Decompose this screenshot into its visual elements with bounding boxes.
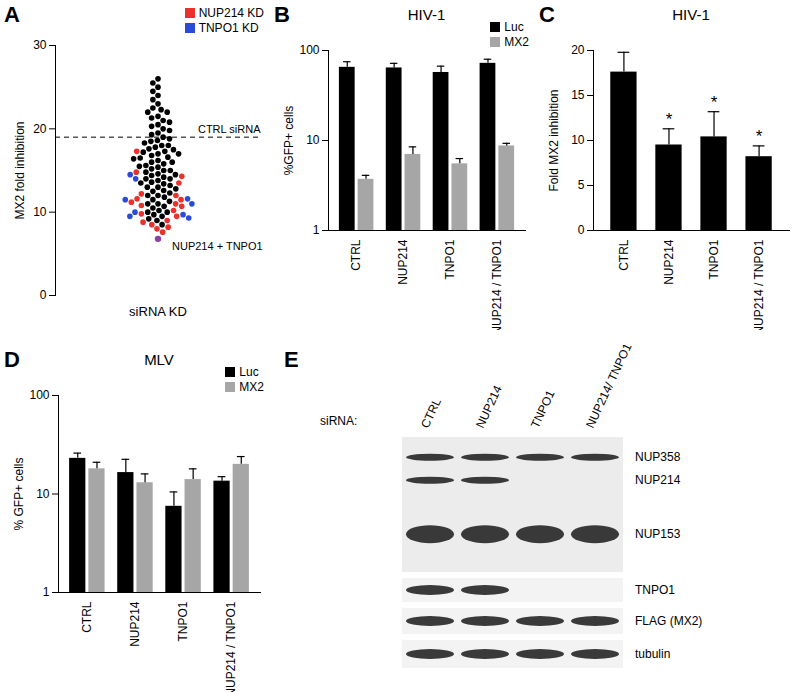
svg-text:TNPO1: TNPO1 (443, 239, 457, 279)
html-text:D: D (4, 347, 20, 372)
svg-text:NUP358: NUP358 (635, 450, 681, 464)
svg-text:10: 10 (571, 133, 585, 147)
html-text:HIV-1: HIV-1 (672, 6, 710, 23)
svg-text:NUP214 / TNPO1: NUP214 / TNPO1 (224, 601, 238, 692)
svg-text:10: 10 (306, 133, 320, 147)
svg-text:CTRL: CTRL (418, 396, 444, 431)
svg-text:%GFP+ cells: %GFP+ cells (282, 106, 296, 176)
svg-text:tubulin: tubulin (635, 647, 670, 661)
svg-text:NUP214: NUP214 (635, 473, 681, 487)
html-text:C: C (539, 2, 555, 27)
html-text:TNPO1 KD: TNPO1 KD (198, 21, 259, 35)
svg-text:1: 1 (43, 585, 50, 599)
svg-text:5: 5 (578, 178, 585, 192)
svg-text:20: 20 (571, 43, 585, 57)
html-text:MLV: MLV (144, 351, 174, 368)
html-text:MX2: MX2 (239, 380, 264, 394)
svg-text:NUP214 / TNPO1: NUP214 / TNPO1 (752, 239, 766, 330)
svg-text:CTRL: CTRL (349, 239, 363, 271)
svg-text:NUP214: NUP214 (128, 601, 142, 647)
svg-text:Fold MX2 inhibition: Fold MX2 inhibition (547, 89, 561, 191)
svg-text:NUP214 / TNPO1: NUP214 / TNPO1 (490, 239, 504, 330)
svg-text:TNPO1: TNPO1 (635, 583, 675, 597)
html-text:NUP214 KD: NUP214 KD (198, 6, 264, 20)
svg-text:NUP214 + TNPO1: NUP214 + TNPO1 (172, 240, 263, 252)
svg-text:CTRL siRNA: CTRL siRNA (198, 123, 261, 135)
svg-text:100: 100 (299, 43, 319, 57)
svg-text:siRNA:: siRNA: (320, 414, 357, 428)
svg-text:*: * (756, 127, 763, 146)
svg-text:NUP214: NUP214 (473, 383, 505, 430)
svg-text:0: 0 (40, 288, 47, 302)
svg-text:*: * (666, 110, 673, 129)
html-text:B: B (274, 2, 290, 27)
html-text:HIV-1: HIV-1 (407, 6, 446, 23)
svg-text:% GFP+ cells: % GFP+ cells (12, 457, 26, 530)
svg-text:CTRL: CTRL (80, 601, 94, 633)
svg-text:NUP214/ TNPO1: NUP214/ TNPO1 (583, 345, 635, 430)
svg-text:0: 0 (578, 223, 585, 237)
html-text:MX2: MX2 (504, 35, 529, 49)
svg-text:30: 30 (33, 38, 47, 52)
svg-text:15: 15 (571, 88, 585, 102)
svg-text:MX2 fold inhibition: MX2 fold inhibition (13, 121, 27, 219)
svg-text:TNPO1: TNPO1 (176, 601, 190, 641)
svg-text:NUP153: NUP153 (635, 527, 681, 541)
svg-text:TNPO1: TNPO1 (707, 239, 721, 279)
svg-text:TNPO1: TNPO1 (528, 388, 558, 430)
svg-text:NUP214: NUP214 (662, 239, 676, 285)
svg-text:20: 20 (33, 122, 47, 136)
html-text:A: A (4, 2, 20, 27)
svg-text:CTRL: CTRL (617, 239, 631, 271)
svg-text:siRNA KD: siRNA KD (129, 304, 187, 319)
svg-text:1: 1 (313, 223, 320, 237)
svg-text:FLAG (MX2): FLAG (MX2) (635, 614, 702, 628)
svg-text:10: 10 (36, 487, 50, 501)
svg-text:*: * (711, 93, 718, 112)
svg-text:10: 10 (33, 205, 47, 219)
html-text:E: E (284, 347, 299, 372)
html-text:Luc: Luc (504, 20, 524, 34)
svg-text:100: 100 (29, 388, 49, 402)
svg-text:NUP214: NUP214 (396, 239, 410, 285)
html-text:Luc: Luc (239, 365, 259, 379)
